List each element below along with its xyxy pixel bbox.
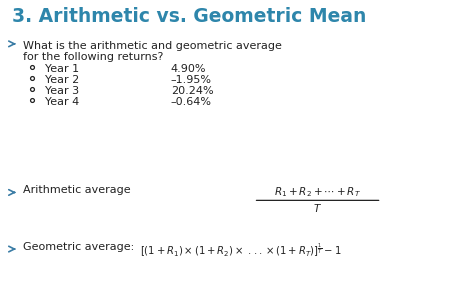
Text: 20.24%: 20.24% — [171, 86, 213, 96]
Text: –1.95%: –1.95% — [171, 75, 211, 85]
Text: 4.90%: 4.90% — [171, 64, 206, 74]
Text: 3. Arithmetic vs. Geometric Mean: 3. Arithmetic vs. Geometric Mean — [12, 7, 366, 26]
Text: –0.64%: –0.64% — [171, 97, 211, 107]
Text: Year 3: Year 3 — [45, 86, 79, 96]
Text: for the following returns?: for the following returns? — [23, 52, 163, 61]
Text: Year 1: Year 1 — [45, 64, 79, 74]
Text: Year 2: Year 2 — [45, 75, 79, 85]
Text: $T$: $T$ — [313, 202, 322, 214]
Text: $[(1 + R_1) \times (1 + R_2) \times\ ...\times (1 + R_T)]^{\frac{1}{T}}-1$: $[(1 + R_1) \times (1 + R_2) \times\ ...… — [140, 242, 341, 260]
Text: Year 4: Year 4 — [45, 97, 79, 107]
Text: What is the arithmetic and geometric average: What is the arithmetic and geometric ave… — [23, 41, 282, 51]
Text: Geometric average:: Geometric average: — [23, 242, 137, 252]
Text: $R_1+R_2+\cdots+R_T$: $R_1+R_2+\cdots+R_T$ — [274, 185, 361, 199]
Text: Arithmetic average: Arithmetic average — [23, 185, 130, 195]
